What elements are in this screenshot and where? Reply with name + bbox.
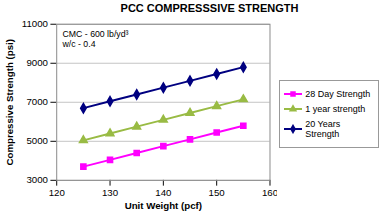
svg-text:3000: 3000: [26, 174, 48, 185]
svg-text:5000: 5000: [26, 135, 48, 146]
svg-text:7000: 7000: [26, 96, 48, 107]
svg-text:150: 150: [209, 187, 226, 198]
svg-text:140: 140: [155, 187, 172, 198]
html-text:PCC COMPRESSSIVE STRENGTH: PCC COMPRESSSIVE STRENGTH: [120, 2, 299, 14]
svg-text:Compressive Strength (psi): Compressive Strength (psi): [4, 39, 15, 166]
svg-text:Unit Weight (pcf): Unit Weight (pcf): [125, 200, 202, 211]
svg-text:130: 130: [102, 187, 119, 198]
svg-text:160: 160: [262, 187, 277, 198]
svg-text:9000: 9000: [26, 57, 48, 68]
html-text:1 year strength: 1 year strength: [305, 104, 366, 115]
svg-text:120: 120: [49, 187, 66, 198]
html-text:28 Day Strength: 28 Day Strength: [305, 89, 371, 100]
svg-text:11000: 11000: [22, 18, 49, 29]
html-text:20 Years Strength: 20 Years Strength: [305, 119, 341, 140]
svg-text:CMC - 600 lb/yd³w/c - 0.4: CMC - 600 lb/yd³w/c - 0.4: [62, 29, 129, 49]
